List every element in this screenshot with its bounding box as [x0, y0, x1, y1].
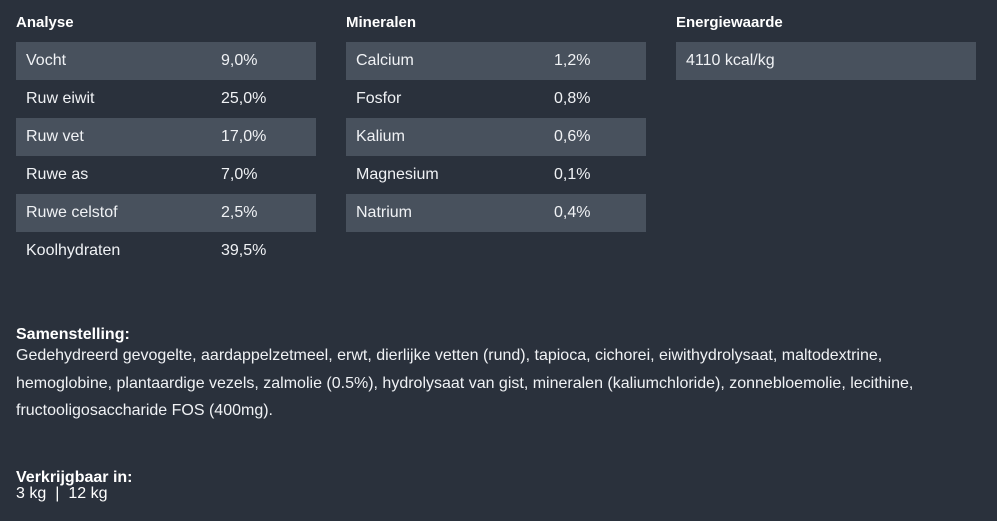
- row-label: Fosfor: [356, 90, 402, 107]
- mineralen-section: Mineralen Calcium 1,2% Fosfor 0,8% Kaliu…: [346, 14, 646, 232]
- table-row: Fosfor 0,8%: [346, 80, 646, 118]
- row-value: 0,6%: [554, 128, 591, 145]
- row-label: Vocht: [26, 52, 67, 69]
- row-value: 25,0%: [221, 90, 267, 107]
- row-label: Ruw eiwit: [26, 90, 95, 107]
- row-value: 0,1%: [554, 166, 591, 183]
- table-row: Ruwe celstof 2,5%: [16, 194, 316, 232]
- analyse-title: Analyse: [16, 14, 74, 31]
- energiewaarde-value: 4110 kcal/kg: [686, 52, 775, 69]
- mineralen-title: Mineralen: [346, 14, 417, 31]
- table-row: 4110 kcal/kg: [676, 42, 976, 80]
- energiewaarde-table: 4110 kcal/kg: [676, 42, 976, 80]
- table-row: Kalium 0,6%: [346, 118, 646, 156]
- table-row: Ruw vet 17,0%: [16, 118, 316, 156]
- size-option: 3 kg: [16, 485, 47, 502]
- table-row: Vocht 9,0%: [16, 42, 316, 80]
- row-value: 2,5%: [221, 204, 258, 221]
- row-value: 0,8%: [554, 90, 591, 107]
- table-row: Ruwe as 7,0%: [16, 156, 316, 194]
- verkrijgbaar-sizes: 3 kg | 12 kg: [16, 483, 981, 505]
- table-row: Magnesium 0,1%: [346, 156, 646, 194]
- row-label: Calcium: [356, 52, 414, 69]
- row-label: Kalium: [356, 128, 405, 145]
- samenstelling-title: Samenstelling:: [16, 326, 130, 344]
- row-label: Magnesium: [356, 166, 439, 183]
- size-separator: |: [55, 485, 60, 502]
- row-label: Ruw vet: [26, 128, 84, 145]
- row-value: 39,5%: [221, 242, 267, 259]
- energiewaarde-section: Energiewaarde 4110 kcal/kg: [676, 14, 976, 80]
- row-label: Koolhydraten: [26, 242, 121, 259]
- row-value: 9,0%: [221, 52, 258, 69]
- row-value: 7,0%: [221, 166, 258, 183]
- energiewaarde-title: Energiewaarde: [676, 14, 783, 31]
- samenstelling-text: Gedehydreerd gevogelte, aardappelzetmeel…: [16, 347, 914, 419]
- row-label: Ruwe celstof: [26, 204, 118, 221]
- row-label: Ruwe as: [26, 166, 89, 183]
- table-row: Natrium 0,4%: [346, 194, 646, 232]
- table-row: Koolhydraten 39,5%: [16, 232, 316, 270]
- mineralen-table: Calcium 1,2% Fosfor 0,8% Kalium 0,6% Mag…: [346, 42, 646, 232]
- table-row: Calcium 1,2%: [346, 42, 646, 80]
- analyse-section: Analyse Vocht 9,0% Ruw eiwit 25,0% Ruw v…: [16, 14, 316, 270]
- row-value: 1,2%: [554, 52, 591, 69]
- size-option: 12 kg: [68, 485, 108, 502]
- row-value: 17,0%: [221, 128, 267, 145]
- analyse-table: Vocht 9,0% Ruw eiwit 25,0% Ruw vet 17,0%…: [16, 42, 316, 270]
- row-label: Natrium: [356, 204, 413, 221]
- table-row: Ruw eiwit 25,0%: [16, 80, 316, 118]
- row-value: 0,4%: [554, 204, 591, 221]
- verkrijgbaar-title: Verkrijgbaar in:: [16, 469, 133, 487]
